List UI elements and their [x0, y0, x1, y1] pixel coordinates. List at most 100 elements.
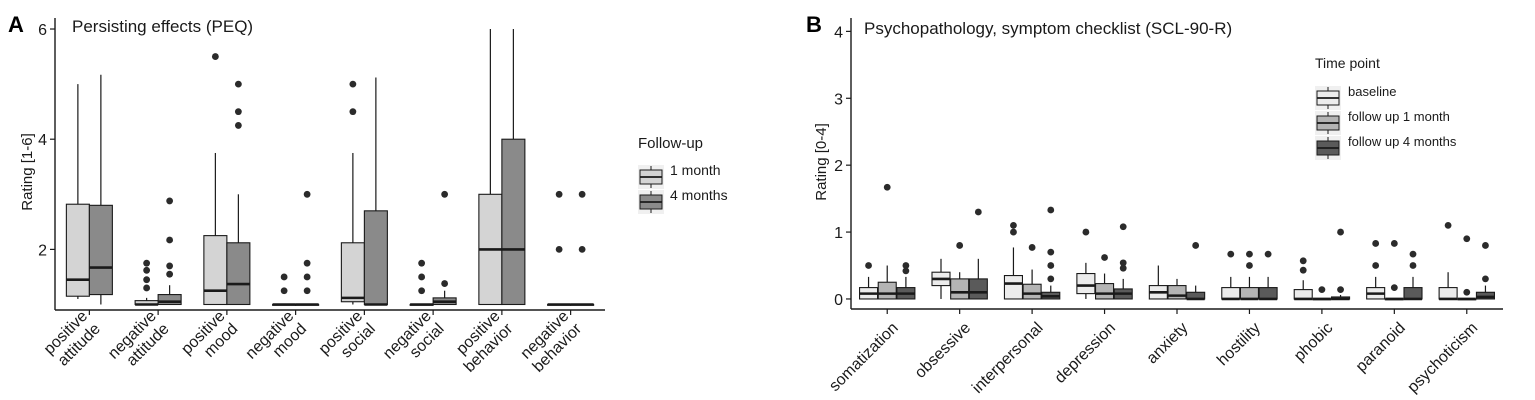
box-iqr	[1167, 285, 1187, 300]
outlier-point	[1119, 264, 1127, 272]
outlier-point	[166, 197, 174, 205]
box-4-months-negative-attitude	[157, 197, 182, 306]
box-follow-up-4-months-somatization	[896, 262, 916, 300]
outlier-point	[143, 284, 151, 292]
box-iqr	[1258, 287, 1278, 300]
outlier-point	[234, 122, 242, 129]
panel-b-legend-label-baseline: baseline	[1348, 84, 1396, 99]
outlier-point	[303, 273, 311, 281]
outlier-point	[418, 273, 426, 281]
outlier-point	[1482, 242, 1489, 249]
x-tick-label-psychoticism: psychoticism	[1404, 319, 1481, 396]
box-follow-up-1-month-obsessive	[950, 242, 970, 300]
outlier-point	[1482, 275, 1489, 283]
panel-b-y-axis-label: Rating [0-4]	[813, 123, 830, 201]
box-iqr	[1095, 283, 1115, 300]
box-4-months-negative-social	[432, 190, 457, 306]
x-tick-label-line: psychoticism	[1404, 319, 1481, 396]
box-1-month-negative-social	[409, 259, 434, 306]
x-tick-label-depression: depression	[1052, 319, 1119, 386]
outlier-point	[1390, 240, 1398, 247]
outlier-point	[902, 267, 910, 275]
outlier-point	[418, 259, 426, 267]
outlier-point	[555, 190, 563, 198]
box-iqr	[1003, 275, 1023, 300]
outlier-point	[349, 80, 357, 88]
box-iqr	[1293, 289, 1313, 300]
outlier-point	[1299, 266, 1307, 274]
outlier-point	[143, 266, 151, 274]
box-1-month-positive-attitude	[65, 84, 90, 299]
x-tick-label-hostility: hostility	[1214, 319, 1264, 369]
box-follow-up-1-month-paranoid	[1384, 240, 1404, 301]
box-4-months-negative-mood	[295, 190, 320, 306]
panel-a-legend-label-1-month: 1 month	[670, 162, 721, 178]
x-tick-label-line: somatization	[826, 319, 902, 395]
box-1-month-positive-behavior	[478, 29, 503, 306]
box-1-month-positive-mood	[203, 53, 228, 306]
box-follow-up-1-month-psychoticism	[1457, 235, 1477, 301]
panel-b-title: Psychopathology, symptom checklist (SCL-…	[864, 19, 1232, 38]
outlier-point	[166, 236, 174, 244]
box-follow-up-1-month-interpersonal	[1022, 244, 1042, 300]
outlier-point	[555, 245, 563, 253]
box-iqr	[501, 138, 526, 306]
box-follow-up-4-months-interpersonal	[1041, 206, 1061, 300]
y-tick-label: 6	[38, 22, 47, 39]
box-4-months-positive-mood	[226, 80, 251, 306]
panel-a-title: Persisting effects (PEQ)	[72, 17, 253, 36]
box-iqr	[88, 204, 113, 296]
panel-a-legend: Follow-up 1 month 4 months	[638, 135, 728, 214]
outlier-point	[1318, 286, 1326, 293]
box-iqr	[1239, 287, 1259, 300]
outlier-point	[1372, 262, 1380, 269]
y-tick-label: 2	[38, 242, 47, 259]
outlier-point	[1409, 262, 1417, 269]
x-tick-label-line: depression	[1052, 319, 1119, 386]
outlier-point	[1337, 228, 1344, 236]
panel-b: B Psychopathology, symptom checklist (SC…	[806, 12, 1503, 397]
y-tick-label: 2	[834, 158, 843, 175]
outlier-point	[974, 208, 982, 216]
box-follow-up-1-month-phobic	[1312, 286, 1332, 301]
outlier-point	[303, 287, 311, 295]
box-iqr	[950, 278, 970, 300]
x-tick-label-line: phobic	[1291, 319, 1336, 364]
panel-a-y-axis-label: Rating [1-6]	[19, 133, 36, 211]
outlier-point	[166, 270, 174, 278]
outlier-point	[1028, 244, 1036, 251]
box-4-months-positive-attitude	[88, 74, 113, 305]
box-iqr	[157, 294, 182, 306]
outlier-point	[1119, 259, 1127, 267]
y-tick-label: 1	[834, 225, 843, 242]
box-1-month-negative-behavior	[547, 190, 572, 306]
outlier-point	[1047, 206, 1055, 214]
outlier-point	[303, 259, 311, 267]
outlier-point	[1246, 262, 1253, 269]
box-iqr	[1221, 287, 1241, 300]
box-baseline-psychoticism	[1438, 221, 1458, 301]
outlier-point	[1101, 254, 1108, 261]
outlier-point	[280, 287, 288, 295]
x-tick-label-obsessive: obsessive	[912, 319, 974, 381]
box-iqr	[877, 281, 897, 300]
box-baseline-somatization	[859, 262, 879, 300]
outlier-point	[1192, 242, 1200, 249]
box-1-month-negative-attitude	[134, 259, 159, 306]
panel-a-legend-label-4-months: 4 months	[670, 187, 728, 203]
outlier-point	[143, 259, 151, 267]
outlier-point	[234, 80, 242, 88]
y-tick-label: 3	[834, 91, 843, 108]
x-tick-label-anxiety: anxiety	[1144, 319, 1192, 367]
outlier-point	[1047, 275, 1055, 283]
panel-a: A Persisting effects (PEQ) Rating [1-6] …	[8, 12, 728, 376]
outlier-point	[1119, 223, 1127, 231]
box-1-month-negative-mood	[272, 273, 297, 306]
